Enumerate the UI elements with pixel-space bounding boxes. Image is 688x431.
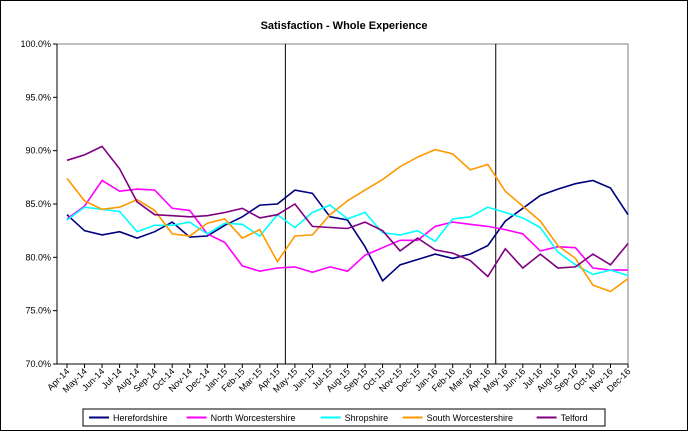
legend: Herefordshire North Worcestershire Shropsh… xyxy=(82,408,606,427)
y-tick-label: 90.0% xyxy=(25,146,51,156)
legend-label: Telford xyxy=(561,413,588,423)
series-line xyxy=(66,179,628,274)
series-line xyxy=(66,204,629,277)
chart-title: Satisfaction - Whole Experience xyxy=(261,20,428,32)
legend-box xyxy=(82,408,606,427)
legend-label: South Worcestershire xyxy=(427,413,513,423)
series-line xyxy=(66,145,629,278)
series-line xyxy=(66,179,629,283)
series-line xyxy=(66,148,629,293)
y-tick-label: 75.0% xyxy=(25,306,51,316)
y-tick-label: 85.0% xyxy=(25,199,51,209)
y-tick-label: 70.0% xyxy=(25,359,51,369)
legend-label: Herefordshire xyxy=(113,413,168,423)
y-tick-label: 95.0% xyxy=(25,92,51,102)
y-tick-label: 100.0% xyxy=(20,39,51,49)
y-tick-label: 80.0% xyxy=(25,252,51,262)
legend-label: Shropshire xyxy=(345,413,389,423)
legend-label: North Worcestershire xyxy=(211,413,296,423)
